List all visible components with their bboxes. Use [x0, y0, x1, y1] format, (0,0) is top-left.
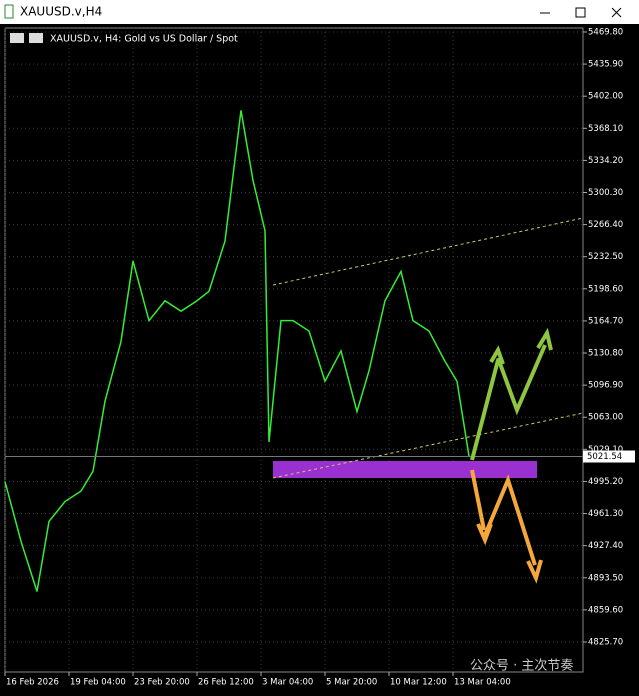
chart-icon	[29, 33, 43, 43]
close-button[interactable]	[611, 7, 622, 18]
y-tick-label: 5334.20	[588, 156, 623, 166]
x-tick-label: 3 Mar 04:00	[262, 678, 313, 688]
chart-area	[0, 24, 639, 696]
current-price-label: 5021.54	[587, 452, 622, 462]
y-tick-label: 4859.60	[588, 605, 623, 615]
x-tick-label: 5 Mar 20:00	[326, 678, 377, 688]
x-tick-label: 23 Feb 20:00	[134, 678, 190, 688]
chart-title: XAUUSD.v, H4: Gold vs US Dollar / Spot	[50, 34, 238, 45]
y-tick-label: 5402.00	[588, 92, 623, 102]
y-tick-label: 5096.90	[588, 381, 623, 391]
y-tick-label: 5469.80	[588, 27, 623, 37]
x-tick-label: 10 Mar 12:00	[390, 678, 447, 688]
title-bar	[0, 0, 639, 24]
y-tick-label: 5266.40	[588, 220, 623, 230]
trend-line	[272, 412, 584, 479]
y-tick-label: 5368.10	[588, 124, 623, 134]
watermark: 公众号 · 主次节奏	[470, 658, 573, 674]
x-tick-label: 26 Feb 12:00	[198, 678, 254, 688]
y-tick-label: 5435.90	[588, 60, 623, 70]
x-tick-label: 19 Feb 04:00	[70, 678, 126, 688]
price-line	[4, 110, 470, 592]
arrows	[470, 327, 553, 584]
y-tick-label: 5300.30	[588, 188, 623, 198]
y-tick-label: 4927.40	[588, 541, 623, 551]
y-tick-label: 5063.00	[588, 413, 623, 423]
maximize-button[interactable]	[575, 7, 586, 18]
y-tick-label: 4961.30	[588, 509, 623, 519]
y-tick-label: 4995.20	[588, 477, 623, 487]
y-tick-label: 4893.50	[588, 573, 623, 583]
current-price-box	[583, 450, 635, 463]
chart-icon	[10, 33, 24, 43]
app-icon	[4, 4, 14, 19]
trend-line	[272, 217, 584, 286]
y-tick-label: 4825.70	[588, 637, 623, 647]
window-title: XAUUSD.v,H4	[20, 5, 102, 19]
y-tick-label: 5232.50	[588, 252, 623, 262]
x-tick-label: 16 Feb 2026	[6, 678, 59, 688]
y-tick-label: 5130.80	[588, 349, 623, 359]
y-tick-label: 5164.70	[588, 316, 623, 326]
y-tick-label: 5029.10	[588, 445, 623, 455]
zone-box	[273, 461, 537, 478]
plot-border	[4, 27, 584, 673]
y-tick-label: 5198.60	[588, 284, 623, 294]
x-tick-label: 13 Mar 04:00	[454, 678, 511, 688]
